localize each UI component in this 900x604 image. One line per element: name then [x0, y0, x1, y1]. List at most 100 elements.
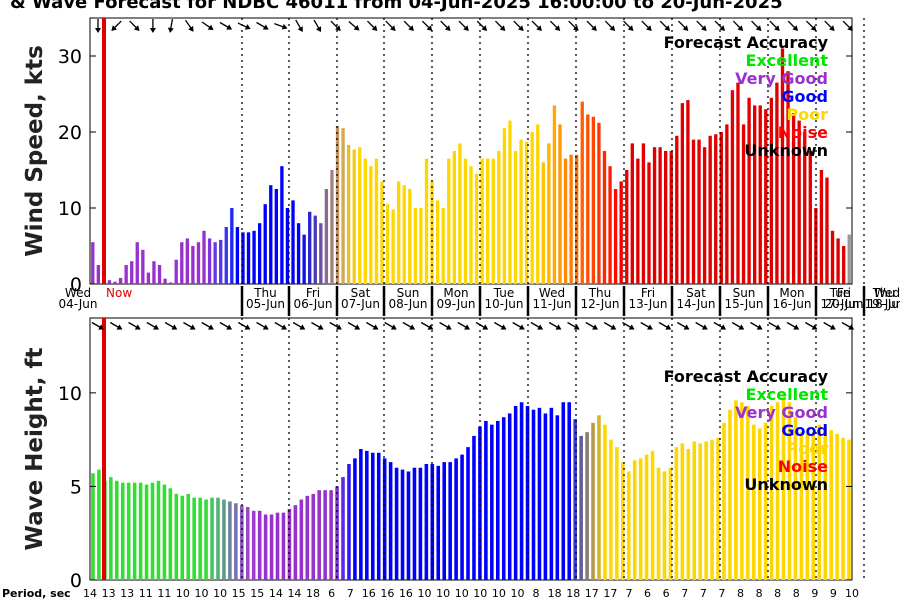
- wind-direction-arrow: [696, 20, 707, 31]
- wave-direction-arrow: [91, 321, 105, 330]
- wave-bar: [430, 463, 435, 580]
- period-value: 14: [287, 587, 301, 600]
- wave-arrow-head: [281, 324, 287, 330]
- period-value: 8: [793, 587, 800, 600]
- wave-arrow-head: [427, 324, 434, 330]
- wind-bar: [797, 120, 801, 284]
- wind-direction-arrow: [385, 20, 396, 31]
- wave-bar: [299, 499, 304, 580]
- wind-direction-arrow: [403, 20, 414, 31]
- wave-bar: [668, 467, 673, 580]
- wave-bar: [710, 439, 714, 580]
- wind-arrow-head: [281, 23, 288, 30]
- wave-bar: [359, 449, 363, 580]
- wave-direction-arrow: [786, 321, 800, 330]
- wave-bar: [573, 419, 577, 580]
- wind-ytick-label: 30: [58, 46, 82, 68]
- wind-bar: [664, 151, 668, 284]
- wind-bar: [508, 120, 512, 284]
- wave-arrow-head: [336, 324, 342, 330]
- wave-direction-arrow: [292, 321, 306, 330]
- wave-arrow-head: [445, 324, 452, 330]
- wave-bar: [454, 458, 458, 580]
- x-date-label: 08-Jun: [388, 297, 427, 311]
- wind-direction-arrow: [824, 20, 835, 31]
- wave-bar: [472, 435, 476, 580]
- wind-bar: [130, 261, 134, 284]
- wave-direction-arrow: [311, 321, 324, 330]
- wind-bar: [647, 162, 651, 284]
- x-date-label: 07-Jun: [341, 297, 380, 311]
- wind-bar: [563, 158, 568, 284]
- wave-arrow-head: [226, 324, 233, 330]
- wave-bar: [394, 467, 399, 580]
- wind-arrow-head: [226, 24, 233, 30]
- wave-bar: [757, 428, 762, 580]
- wave-arrow-head: [317, 324, 324, 330]
- wind-bar: [669, 151, 673, 284]
- wind-bar: [413, 208, 418, 284]
- wind-bar: [308, 211, 312, 284]
- wave-direction-arrow: [329, 321, 342, 330]
- wind-ytick-label: 10: [58, 198, 82, 220]
- wave-bar: [621, 462, 625, 580]
- wind-bar: [324, 189, 329, 284]
- wave-arrow-head: [683, 324, 690, 330]
- wave-bar: [781, 396, 786, 580]
- x-date-label: 10-Jun: [484, 297, 523, 311]
- x-day-label: Fri: [837, 286, 851, 300]
- wave-direction-arrow: [585, 321, 598, 330]
- wave-bar: [567, 402, 572, 580]
- wind-arrow-head: [262, 24, 269, 30]
- wave-bar: [91, 473, 95, 580]
- wave-bar: [293, 505, 298, 580]
- wind-bar: [625, 170, 629, 284]
- wind-arrow-head: [554, 25, 561, 31]
- wave-arrow-head: [720, 324, 727, 330]
- wave-bar: [436, 465, 441, 580]
- wind-direction-arrow: [129, 20, 140, 31]
- wave-bar: [501, 417, 506, 580]
- wind-bar: [219, 239, 223, 284]
- wave-bar: [263, 514, 268, 580]
- wind-bar: [591, 116, 596, 284]
- period-value: 17: [585, 587, 599, 600]
- wave-arrow-head: [116, 324, 123, 330]
- wave-bar: [763, 422, 768, 580]
- wave-bar: [329, 490, 333, 580]
- wave-bar: [496, 420, 500, 580]
- wave-ytick-label: 0: [70, 570, 82, 592]
- wave-bar: [686, 449, 691, 580]
- wind-direction-arrow: [274, 22, 288, 30]
- wind-bar: [330, 170, 334, 284]
- wave-bar: [210, 497, 214, 580]
- wind-direction-arrow: [219, 21, 233, 30]
- wind-ylabel: Wind Speed, kts: [22, 45, 48, 257]
- wind-bar: [630, 143, 634, 284]
- wind-legend-entry: Excellent: [746, 51, 829, 70]
- wind-bar: [819, 170, 824, 284]
- wind-bar: [736, 82, 740, 284]
- wave-bar: [162, 484, 167, 580]
- period-value: 10: [492, 587, 506, 600]
- period-value: 11: [157, 587, 171, 600]
- wave-bar: [537, 407, 542, 580]
- wind-bar: [547, 143, 551, 284]
- wind-arrow-head: [297, 26, 303, 33]
- wave-direction-arrow: [677, 321, 690, 330]
- wave-bar: [323, 490, 327, 580]
- x-date-label: 13-Jun: [628, 297, 667, 311]
- wind-bar: [230, 208, 234, 284]
- period-value: 14: [269, 587, 283, 600]
- now-marker-label: Now: [106, 286, 132, 300]
- wind-bar: [786, 71, 790, 284]
- wind-bar: [352, 149, 356, 284]
- wave-bar: [109, 477, 113, 580]
- period-value: 10: [176, 587, 190, 600]
- wind-arrow-head: [828, 25, 835, 31]
- wave-bar: [817, 424, 822, 580]
- wave-bar: [775, 402, 780, 580]
- wave-bar: [644, 454, 649, 580]
- wave-bar: [674, 447, 679, 580]
- wave-direction-arrow: [603, 321, 617, 330]
